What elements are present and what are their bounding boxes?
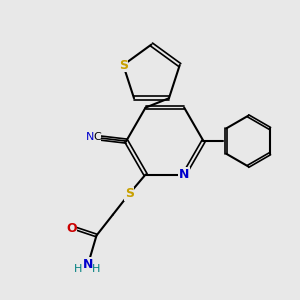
Text: N: N xyxy=(82,258,93,271)
Text: N: N xyxy=(85,132,94,142)
Text: O: O xyxy=(66,221,76,235)
Text: H: H xyxy=(92,264,100,274)
Text: S: S xyxy=(119,58,128,71)
Text: C: C xyxy=(93,132,101,142)
Text: S: S xyxy=(125,188,134,200)
Text: H: H xyxy=(74,264,82,274)
Text: N: N xyxy=(179,168,189,181)
